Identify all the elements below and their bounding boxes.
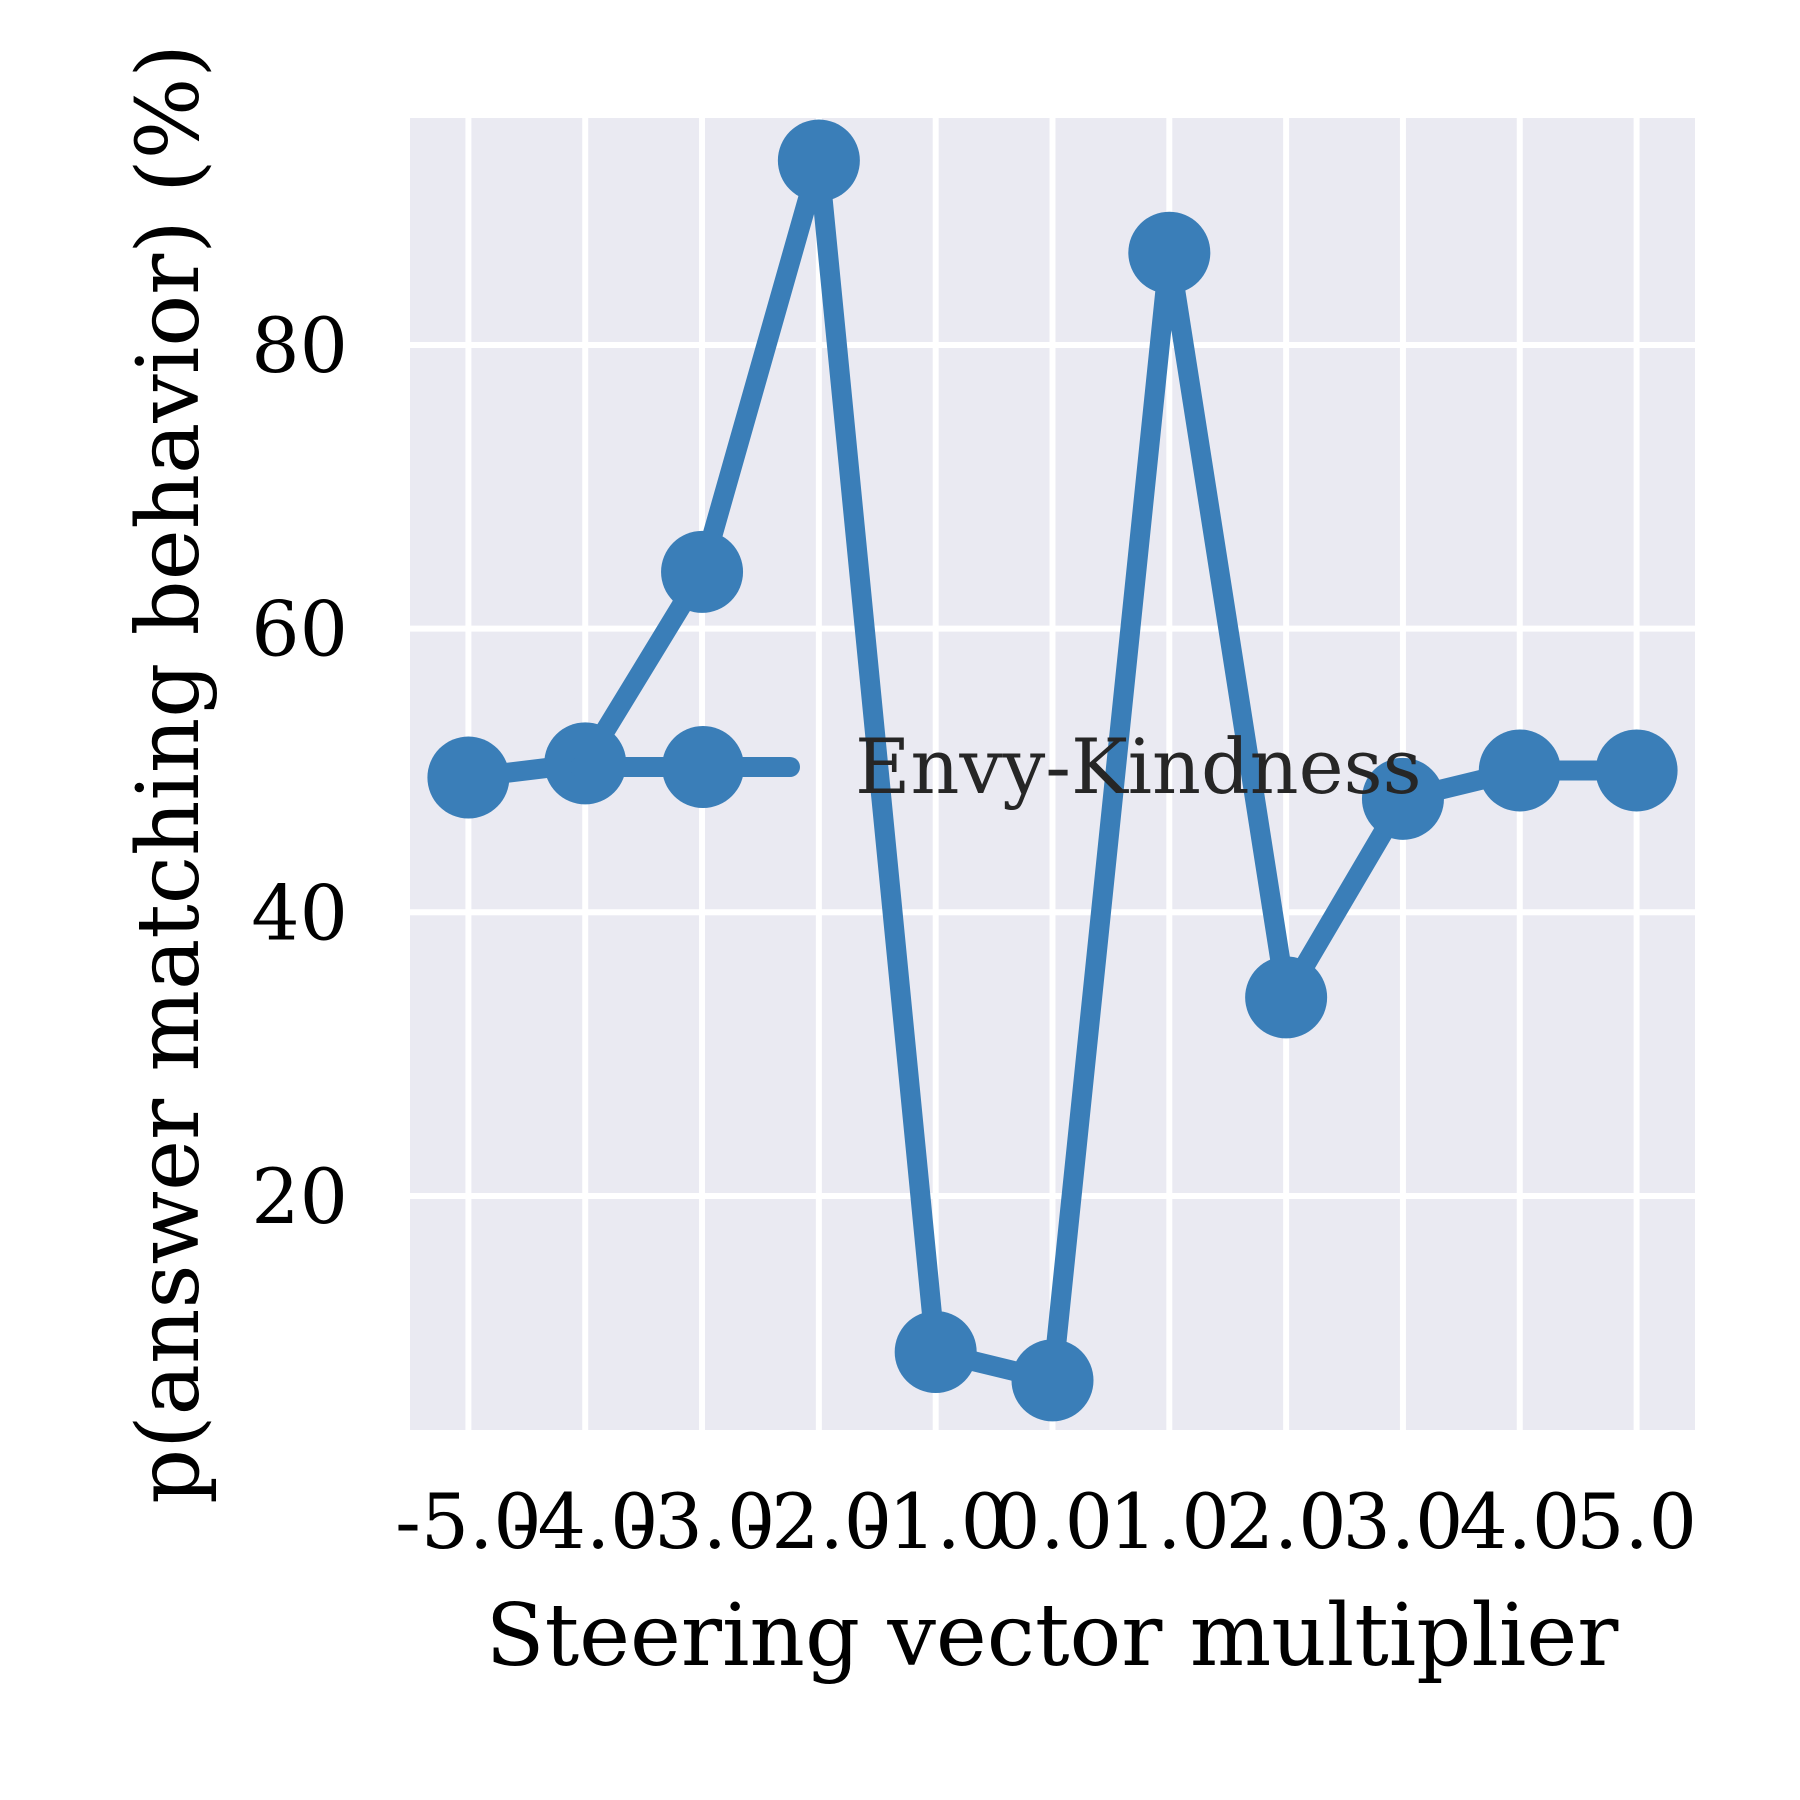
x-tick-labels: -5.0-4.0-3.0-2.0-1.00.01.02.03.04.05.0 [395,1477,1697,1566]
data-point [1245,956,1328,1039]
x-tick-label: -1.0 [862,1477,1009,1566]
y-tick-label: 40 [251,868,348,957]
data-point [777,119,860,202]
data-point [1361,757,1444,840]
data-point [427,736,510,819]
legend-label-envy-kindness: Envy-Kindness [855,722,1422,811]
y-tick-label: 80 [251,301,348,390]
x-tick-label: 2.0 [1226,1477,1347,1566]
x-tick-label: -3.0 [629,1477,776,1566]
x-tick-label: 4.0 [1459,1477,1580,1566]
data-point [1011,1339,1094,1422]
x-tick-label: -5.0 [395,1477,542,1566]
x-axis-title: Steering vector multiplier [486,1586,1620,1686]
x-tick-label: 0.0 [992,1477,1113,1566]
data-point [894,1310,977,1393]
x-tick-label: -2.0 [746,1477,893,1566]
data-series [427,119,1678,1422]
data-point [1478,729,1561,812]
x-tick-label: -4.0 [512,1477,659,1566]
data-point [1595,729,1678,812]
x-tick-label: 1.0 [1109,1477,1230,1566]
legend: Envy-Kindness [570,722,1422,811]
data-point [661,530,744,613]
legend-marker [662,726,744,808]
data-point [1128,211,1211,294]
y-tick-labels: 20 40 60 80 [251,301,348,1241]
y-axis-title: p(answer matching behavior) (%) [119,44,219,1504]
x-tick-label: 5.0 [1576,1477,1697,1566]
x-tick-label: 3.0 [1343,1477,1464,1566]
y-tick-label: 60 [251,585,348,674]
y-tick-label: 20 [251,1152,348,1241]
